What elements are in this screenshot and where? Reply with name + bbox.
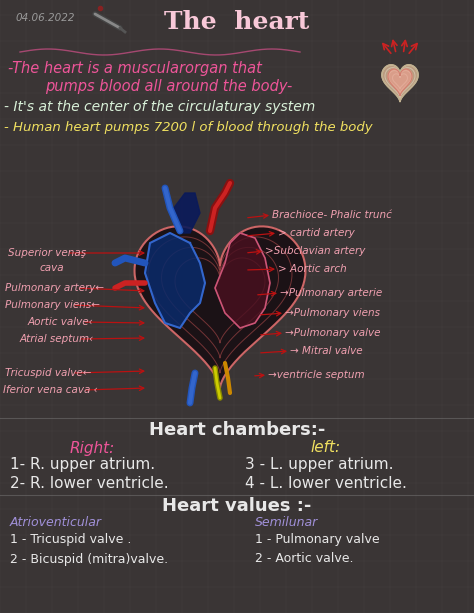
- Text: 3 - L. upper atrium.: 3 - L. upper atrium.: [245, 457, 393, 473]
- Text: pumps blood all around the body-: pumps blood all around the body-: [45, 78, 292, 94]
- Text: →Pulmonary viens: →Pulmonary viens: [285, 308, 380, 318]
- Text: left:: left:: [310, 441, 340, 455]
- Text: →Pulmonary arterie: →Pulmonary arterie: [280, 288, 382, 298]
- Text: Pulmonary artery←: Pulmonary artery←: [5, 283, 104, 293]
- Text: Heart chambers:-: Heart chambers:-: [149, 421, 325, 439]
- Text: Semilunar: Semilunar: [255, 516, 318, 528]
- Text: Superior venaş: Superior venaş: [8, 248, 86, 258]
- Text: The  heart: The heart: [164, 10, 310, 34]
- Text: Iferior vena cava ‹: Iferior vena cava ‹: [3, 385, 98, 395]
- Text: -The heart is a muscularorgan that: -The heart is a muscularorgan that: [8, 61, 262, 75]
- Text: > cartid artery: > cartid artery: [278, 228, 355, 238]
- Text: Pulmonary viens←: Pulmonary viens←: [5, 300, 100, 310]
- Text: →Pulmonary valve: →Pulmonary valve: [285, 328, 381, 338]
- Text: 04.06.2022: 04.06.2022: [15, 13, 74, 23]
- Polygon shape: [135, 226, 306, 388]
- Text: cava: cava: [40, 263, 64, 273]
- Text: 1 - Tricuspid valve .: 1 - Tricuspid valve .: [10, 533, 131, 547]
- Text: - Human heart pumps 7200 l of blood through the body: - Human heart pumps 7200 l of blood thro…: [4, 121, 373, 134]
- Text: >Subclavian artery: >Subclavian artery: [265, 246, 365, 256]
- Text: Aortic valve‹: Aortic valve‹: [28, 317, 94, 327]
- Polygon shape: [388, 69, 412, 96]
- Text: > Aortic arch: > Aortic arch: [278, 264, 347, 274]
- Polygon shape: [215, 233, 270, 328]
- Text: 2 - Aortic valve.: 2 - Aortic valve.: [255, 552, 354, 566]
- Polygon shape: [382, 65, 418, 102]
- Text: 4 - L. lower ventricle.: 4 - L. lower ventricle.: [245, 476, 407, 490]
- Text: 2 - Bicuspid (mitra)valve.: 2 - Bicuspid (mitra)valve.: [10, 552, 168, 566]
- Text: 2- R. lower ventricle.: 2- R. lower ventricle.: [10, 476, 169, 490]
- Text: Atrial septum‹: Atrial septum‹: [20, 334, 94, 344]
- Polygon shape: [145, 233, 205, 328]
- Text: Tricuspid valve←: Tricuspid valve←: [5, 368, 91, 378]
- Text: Right:: Right:: [70, 441, 115, 455]
- Text: Brachioce- Phalic trunć: Brachioce- Phalic trunć: [272, 210, 392, 220]
- Text: Heart values :-: Heart values :-: [162, 497, 312, 515]
- Text: Atrioventicular: Atrioventicular: [10, 516, 102, 528]
- Text: →ventricle septum: →ventricle septum: [268, 370, 365, 380]
- Text: 1 - Pulmonary valve: 1 - Pulmonary valve: [255, 533, 380, 547]
- Text: - It's at the center of the circulaturay system: - It's at the center of the circulaturay…: [4, 100, 315, 114]
- Text: 1- R. upper atrium.: 1- R. upper atrium.: [10, 457, 155, 473]
- Polygon shape: [170, 193, 200, 233]
- Text: → Mitral valve: → Mitral valve: [290, 346, 363, 356]
